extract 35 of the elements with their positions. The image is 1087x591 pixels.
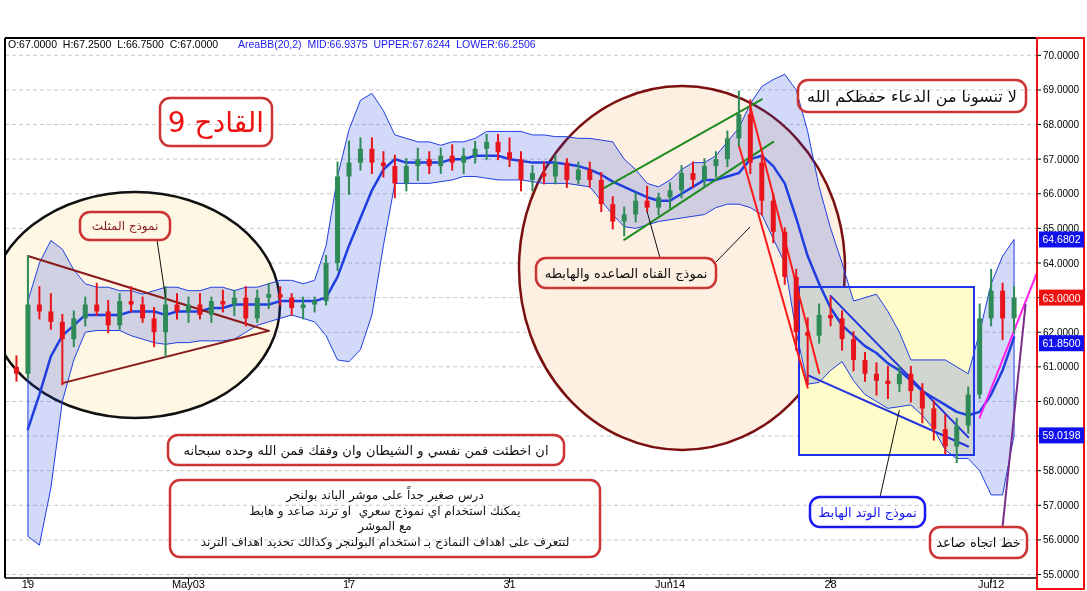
y-tick-label: 58.0000	[1043, 465, 1080, 477]
x-tick-label: Jun14	[655, 578, 686, 590]
annotation: درس صغير جداً على موشر الباند بولنجر يمكنك استخدام اي نموذج سعري او ترند صاعد و هابط مع الموشر لتتعرف على اهداف النماذج بـ استخدام البولنجر وكذالك تحديد اهداف الترند	[200, 486, 570, 550]
y-tick-label: 56.0000	[1043, 534, 1080, 546]
text: 61.8500	[1042, 337, 1081, 350]
y-tick-label: 55.0000	[1043, 569, 1080, 581]
y-tick-label: 67.0000	[1043, 153, 1080, 165]
y-tick-label: 61.0000	[1043, 361, 1080, 373]
annotation: القادح 9	[167, 105, 265, 139]
annotation: O:67.0000 H:67.2500 L:66.7500 C:67.0000	[8, 38, 219, 50]
y-tick-label: 66.0000	[1043, 188, 1080, 200]
x-tick-label: 17	[342, 578, 356, 590]
text: 59.0198	[1042, 429, 1081, 442]
y-tick-label: 64.0000	[1043, 257, 1080, 269]
annotation: نموذج المثلث	[91, 219, 159, 234]
text: 64.6802	[1042, 233, 1081, 246]
x-tick-label: 19	[21, 578, 35, 590]
annotation: ان اخطئت فمن نفسي و الشيطان وان وفقك فمن الله وحده سبحانه	[183, 442, 549, 459]
annotation: نموذج القناه الصاعده والهابطه	[544, 265, 708, 282]
text: 63.0000	[1042, 291, 1081, 304]
x-tick-label: May03	[171, 578, 205, 590]
y-tick-label: 70.0000	[1043, 49, 1080, 61]
y-tick-label: 69.0000	[1043, 84, 1080, 96]
x-tick-label: 28	[824, 578, 837, 590]
x-tick-label: 31	[503, 578, 516, 590]
y-tick-label: 57.0000	[1043, 499, 1080, 511]
y-tick-label: 65.0000	[1043, 222, 1080, 234]
annotation: لا تنسونا من الدعاء حفظكم الله	[807, 86, 1017, 107]
annotation: AreaBB(20,2) MID:66.9375 UPPER:67.6244 LOWER:66.2506	[238, 38, 536, 50]
y-tick-label: 62.0000	[1043, 326, 1080, 338]
x-tick-label: Jul12	[977, 578, 1005, 590]
annotation: خط اتجاه صاعد	[936, 535, 1021, 550]
annotation: نموذج الوتد الهابط	[818, 504, 917, 521]
y-tick-label: 60.0000	[1043, 395, 1080, 407]
y-tick-label: 68.0000	[1043, 119, 1080, 131]
